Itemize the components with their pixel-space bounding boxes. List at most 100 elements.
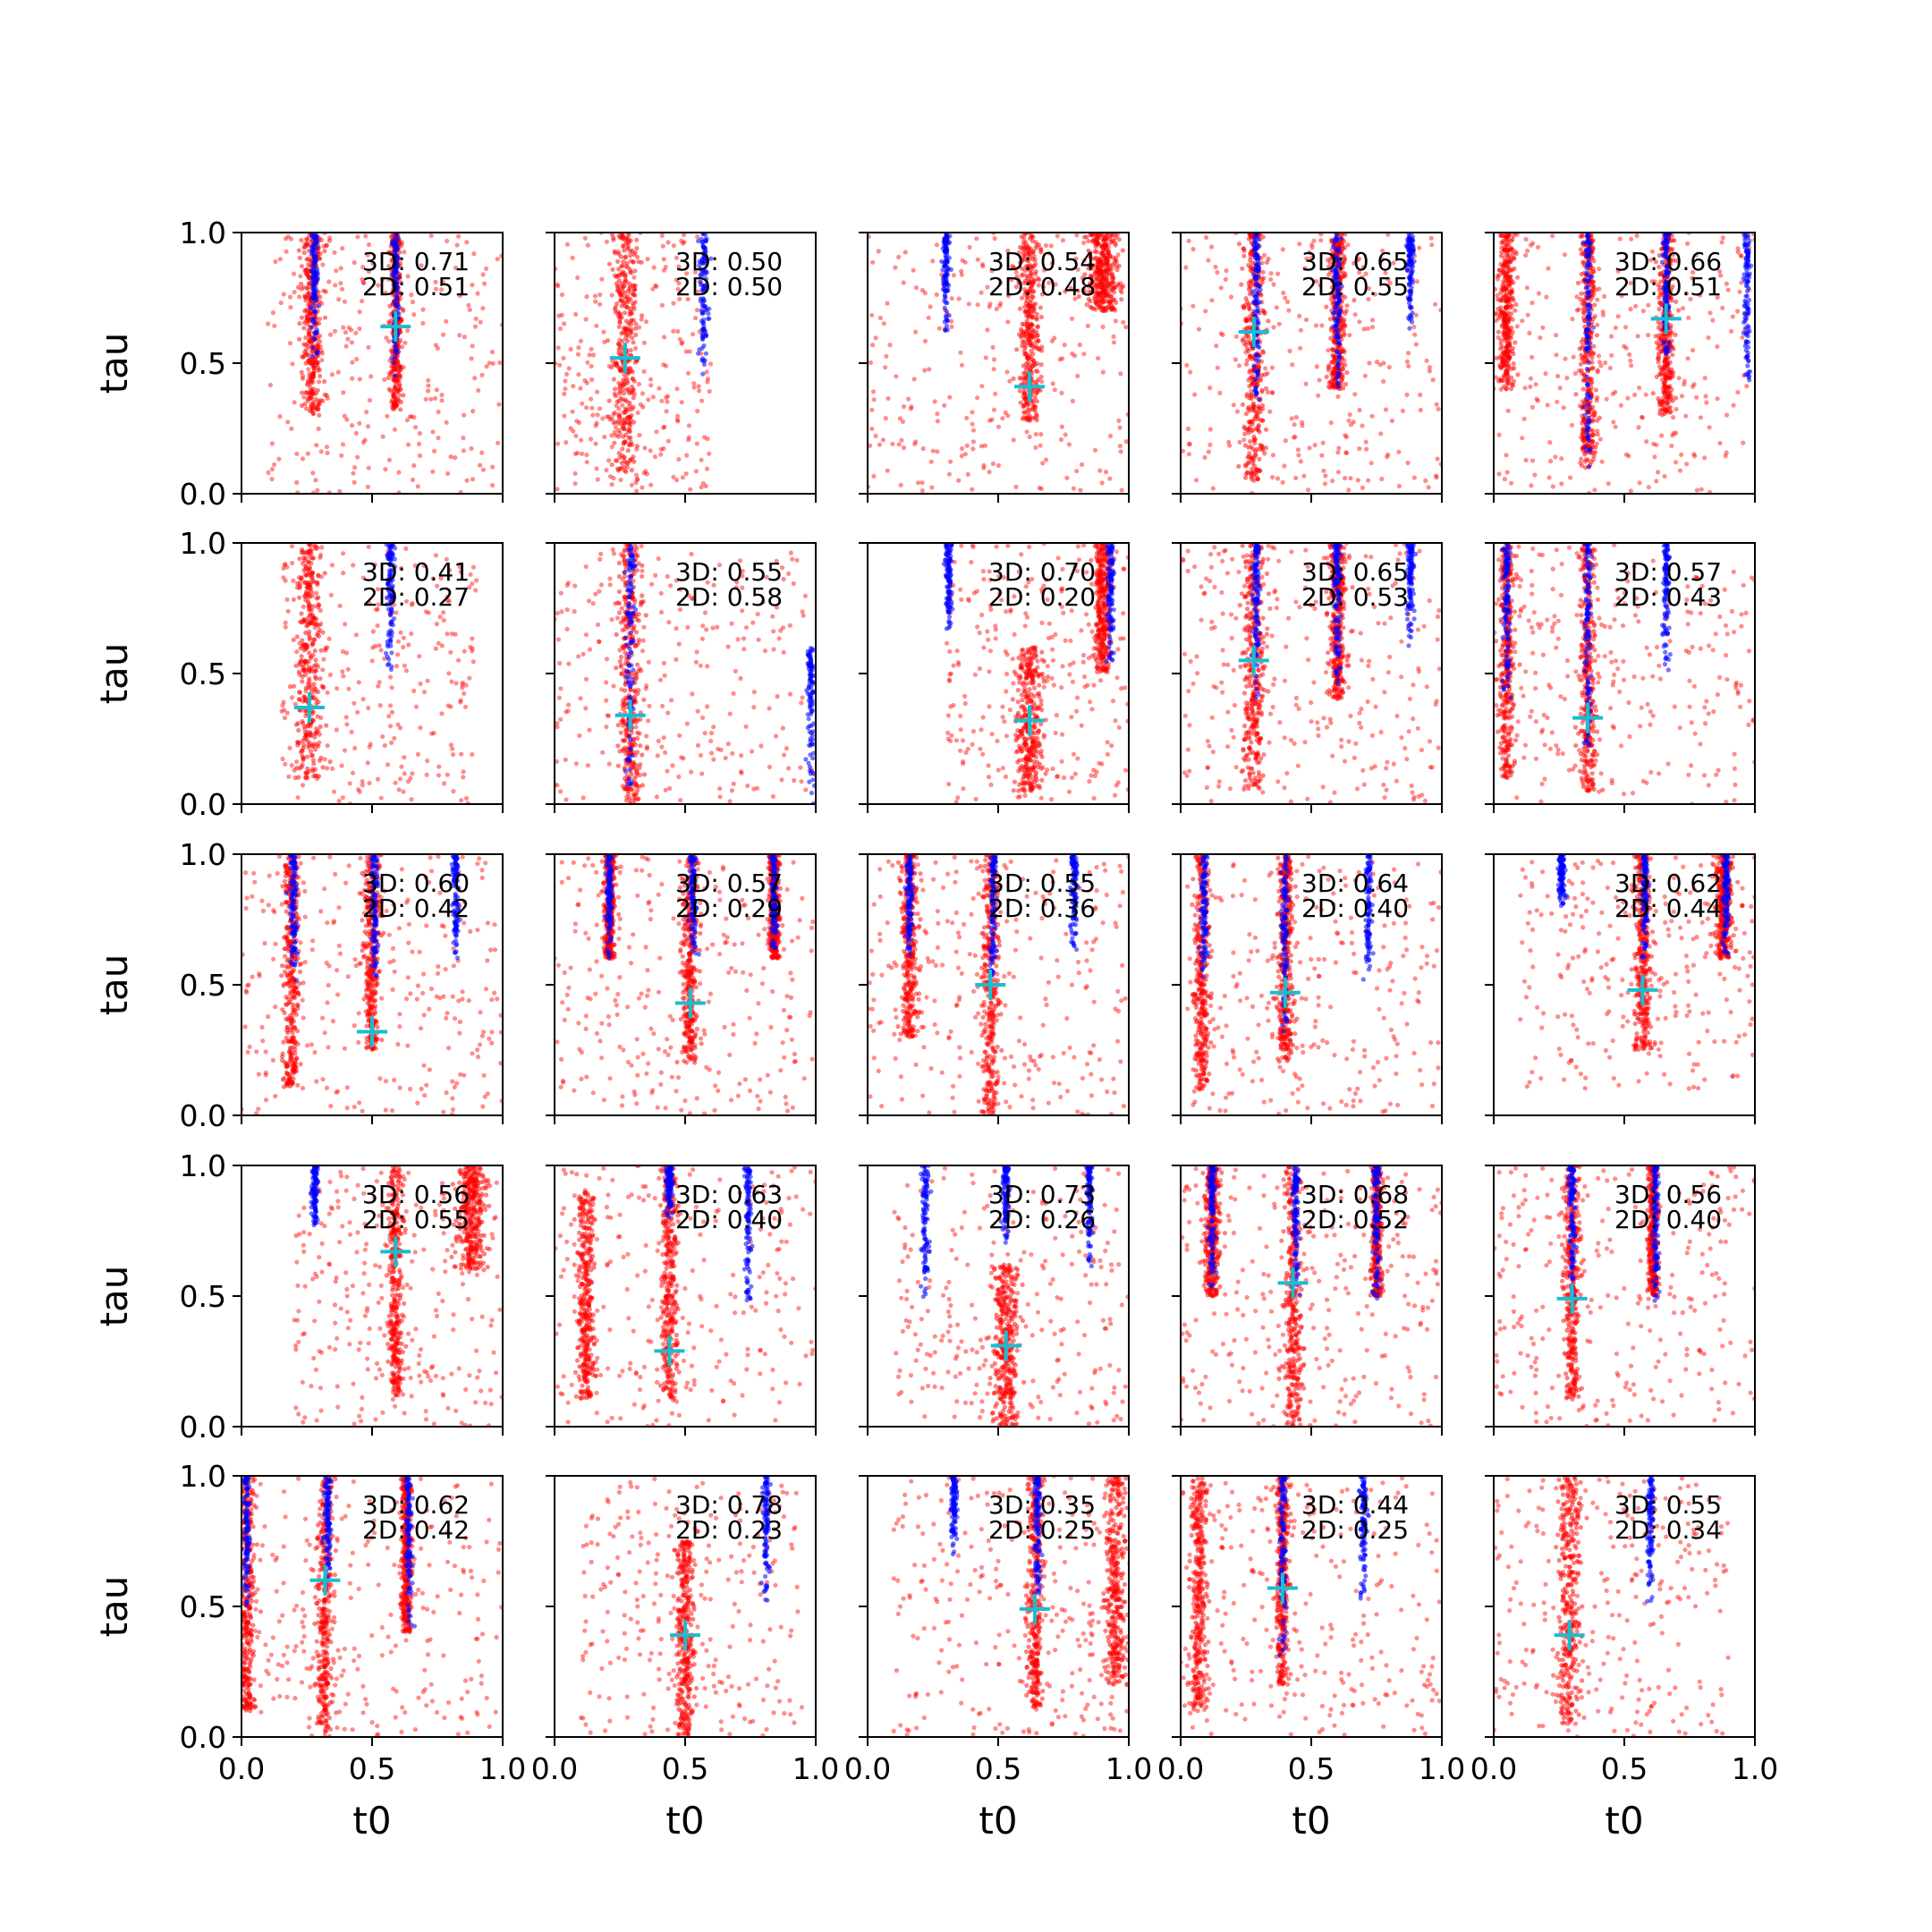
red-point (620, 286, 625, 292)
red-point (1244, 394, 1250, 399)
red-point (470, 343, 475, 349)
red-point (617, 319, 623, 326)
red-point (1623, 325, 1629, 330)
red-point (1674, 406, 1679, 412)
red-point (1017, 244, 1023, 250)
red-point (1040, 461, 1046, 466)
red-point (285, 419, 291, 425)
red-point (636, 259, 641, 265)
red-point (1580, 309, 1586, 315)
red-point (1024, 321, 1030, 326)
red-point (1613, 389, 1618, 394)
red-point (644, 471, 650, 477)
red-point (1386, 364, 1392, 370)
red-point (571, 384, 576, 389)
red-point (1097, 303, 1103, 309)
red-point (1366, 285, 1371, 292)
red-point (1257, 456, 1262, 462)
red-point (1066, 442, 1072, 447)
red-point (292, 290, 297, 295)
blue-point (311, 295, 317, 301)
blue-point (394, 281, 400, 286)
red-point (619, 264, 624, 269)
red-point (1030, 335, 1035, 340)
red-point (480, 306, 486, 311)
red-point (615, 420, 621, 426)
red-point (1226, 439, 1232, 445)
red-point (926, 315, 931, 320)
red-point (1017, 306, 1022, 311)
red-point (1644, 439, 1649, 445)
red-point (686, 435, 691, 440)
red-point (1343, 475, 1348, 481)
red-point (362, 437, 368, 443)
red-point (380, 434, 386, 439)
red-point (1710, 318, 1716, 323)
red-point (471, 251, 477, 257)
red-point (397, 375, 402, 380)
red-point (869, 426, 875, 431)
red-point (676, 281, 682, 286)
red-point (307, 408, 313, 414)
red-point (611, 237, 616, 242)
blue-point (1409, 237, 1414, 242)
red-point (618, 477, 623, 483)
red-point (298, 274, 303, 279)
red-point (1215, 365, 1220, 370)
red-point (1036, 283, 1041, 288)
red-point (1313, 323, 1319, 328)
red-point (674, 417, 681, 422)
red-point (1019, 326, 1024, 332)
red-point (1249, 395, 1254, 402)
red-point (319, 358, 325, 363)
blue-point (700, 290, 707, 295)
red-point (870, 343, 876, 348)
red-point (589, 377, 595, 383)
red-point (1236, 363, 1242, 369)
blue-point (392, 287, 397, 292)
red-point (1538, 335, 1543, 341)
blue-point (311, 336, 318, 342)
blue-point (703, 351, 709, 356)
red-point (1218, 331, 1224, 336)
red-point (1251, 478, 1257, 483)
red-point (675, 286, 681, 292)
red-point (1427, 369, 1432, 374)
red-point (1312, 443, 1318, 448)
red-point (335, 369, 341, 375)
blue-point (392, 249, 397, 254)
red-point (564, 440, 569, 445)
red-point (496, 402, 502, 407)
red-point (604, 468, 609, 473)
red-point (1625, 395, 1631, 401)
red-point (625, 461, 631, 466)
red-point (1676, 376, 1682, 381)
red-point (1706, 335, 1711, 341)
blue-point (309, 324, 314, 330)
blue-point (1254, 242, 1259, 247)
blue-point (947, 240, 953, 245)
red-point (1280, 479, 1285, 485)
red-point (660, 243, 665, 249)
red-point (1088, 233, 1094, 237)
red-point (302, 293, 308, 299)
red-point (1023, 240, 1029, 245)
blue-point (1409, 260, 1414, 266)
red-point (315, 344, 320, 350)
red-point (1246, 348, 1251, 353)
red-point (1252, 416, 1258, 421)
red-point (595, 477, 600, 482)
red-point (1025, 294, 1030, 300)
red-point (683, 349, 689, 354)
red-point (1698, 415, 1703, 420)
red-point (1365, 326, 1370, 331)
red-point (1119, 290, 1124, 295)
red-point (902, 250, 908, 255)
red-point (303, 390, 309, 395)
blue-point (942, 319, 947, 325)
red-point (1209, 298, 1215, 303)
red-point (674, 386, 680, 392)
red-point (1400, 408, 1405, 413)
red-point (994, 306, 999, 312)
